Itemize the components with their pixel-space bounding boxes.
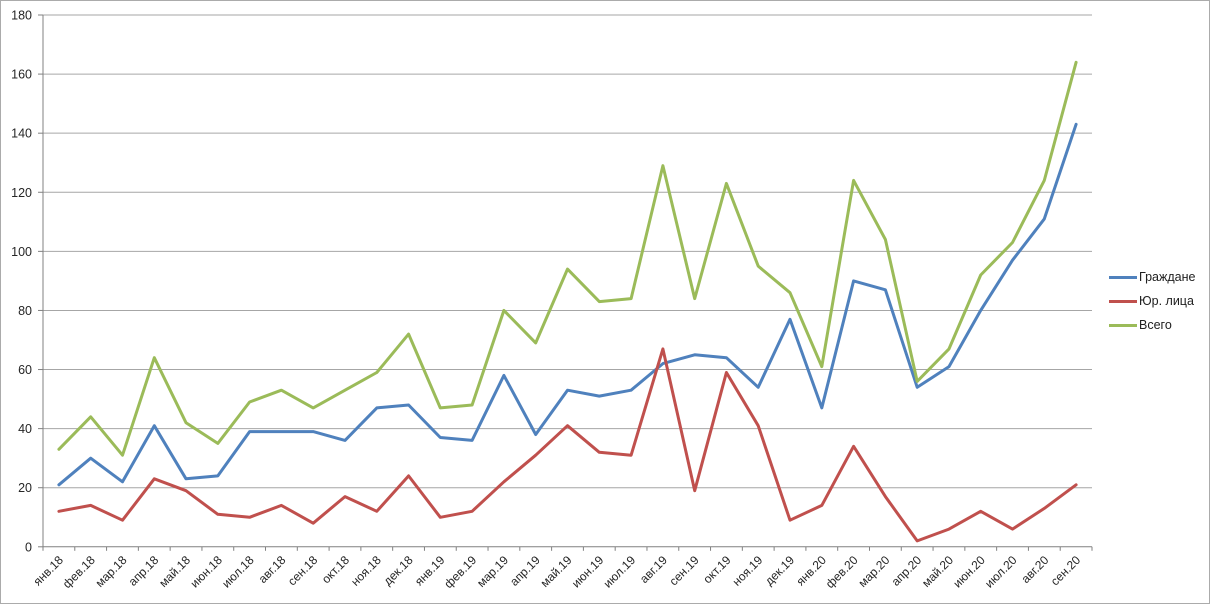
legend-swatch-grazhdane [1109, 275, 1137, 279]
x-axis-label-3: апр.18 [126, 553, 162, 589]
x-axis-label-18: июл.19 [601, 553, 639, 591]
x-axis-label-20: сен.19 [666, 553, 702, 589]
y-axis-label-120: 120 [11, 186, 32, 200]
x-axis-label-19: авг.19 [637, 553, 670, 586]
legend-label-vsego: Всего [1139, 318, 1172, 332]
x-axis-label-16: май.19 [538, 553, 575, 590]
y-axis-label-180: 180 [11, 9, 32, 23]
x-axis-label-27: апр.20 [889, 553, 925, 589]
legend-item-yur-litsa: Юр. лица [1109, 289, 1195, 313]
x-axis-label-15: апр.19 [507, 553, 543, 589]
legend-swatch-yur-litsa [1109, 299, 1137, 303]
x-axis-label-30: июл.20 [982, 553, 1020, 591]
series-line-2 [57, 60, 1078, 457]
x-axis-label-2: мар.18 [93, 553, 130, 590]
y-axis-label-20: 20 [18, 481, 32, 495]
series-line-0 [57, 122, 1078, 487]
legend: Граждане Юр. лица Всего [1109, 265, 1195, 337]
legend-item-grazhdane: Граждане [1109, 265, 1195, 289]
x-axis-label-21: окт.19 [700, 553, 733, 586]
x-axis-label-22: ноя.19 [730, 553, 766, 589]
x-axis-label-14: мар.19 [474, 553, 511, 590]
y-axis-label-100: 100 [11, 245, 32, 259]
x-axis-label-32: сен.20 [1048, 553, 1084, 589]
x-axis-label-31: авг.20 [1018, 553, 1051, 586]
series-line-1 [57, 347, 1078, 543]
legend-label-grazhdane: Граждане [1139, 270, 1196, 284]
x-axis-label-25: фев.20 [823, 553, 861, 591]
x-axis-label-4: май.18 [156, 553, 193, 590]
y-axis-label-140: 140 [11, 127, 32, 141]
x-axis-label-10: ноя.18 [348, 553, 384, 589]
y-axis-label-40: 40 [18, 422, 32, 436]
legend-swatch-vsego [1109, 323, 1137, 327]
y-axis-label-80: 80 [18, 304, 32, 318]
x-axis-label-29: июн.20 [950, 553, 988, 591]
y-axis-label-60: 60 [18, 363, 32, 377]
x-axis-label-6: июл.18 [219, 553, 257, 591]
y-axis-label-0: 0 [25, 540, 32, 554]
x-axis-label-17: июн.19 [569, 553, 607, 591]
x-axis-label-26: мар.20 [856, 553, 893, 590]
x-axis-label-7: авг.18 [256, 553, 289, 586]
x-axis-label-1: фев.18 [60, 553, 98, 591]
y-axis-label-160: 160 [11, 68, 32, 82]
x-axis-label-11: дек.18 [381, 553, 416, 588]
x-axis-label-13: фев.19 [441, 553, 479, 591]
x-axis-label-23: дек.19 [762, 553, 797, 588]
x-axis-label-5: июн.18 [187, 553, 225, 591]
legend-label-yur-litsa: Юр. лица [1139, 294, 1194, 308]
x-axis-label-9: окт.18 [319, 553, 352, 586]
legend-item-vsego: Всего [1109, 313, 1195, 337]
x-axis-label-28: май.20 [919, 553, 956, 590]
x-axis-label-8: сен.18 [285, 553, 321, 589]
